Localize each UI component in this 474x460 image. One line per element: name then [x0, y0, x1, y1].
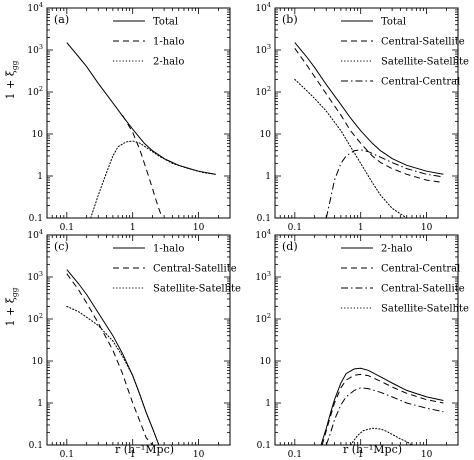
- plot-frame: [46, 7, 231, 219]
- series-line-dashed: [122, 114, 163, 218]
- y-tick-label: 102: [27, 312, 43, 325]
- series-line-solid: [294, 42, 444, 175]
- y-tick-label: 102: [27, 85, 43, 98]
- y-tick-label: 102: [255, 312, 271, 325]
- y-tick-label: 103: [255, 270, 271, 283]
- plot-frame: [46, 234, 231, 446]
- plot-frame: [274, 234, 459, 446]
- x-tick-label: 0.1: [60, 450, 74, 460]
- series-line-dotted: [66, 305, 160, 445]
- panel-2: 0.1 1 10 0.1 1 10 102 103 104 (c) 1-halo Central-Sa…: [4, 228, 241, 460]
- legend-label: Central-Central: [381, 77, 460, 88]
- series-line-solid: [66, 269, 160, 445]
- plot-frame: [274, 7, 459, 219]
- x-tick-label: 1: [130, 450, 136, 460]
- legend-label: Satellite-Satellite: [153, 284, 241, 295]
- x-axis-label: r (h⁻¹Mpc): [115, 443, 174, 456]
- y-tick-label: 1: [265, 399, 271, 409]
- panel-label: (a): [54, 13, 69, 26]
- y-tick-label: 104: [27, 228, 43, 241]
- y-tick-label: 103: [27, 43, 43, 56]
- y-tick-label: 1: [265, 172, 271, 182]
- y-tick-label: 104: [27, 1, 43, 14]
- x-tick-label: 0.1: [60, 223, 74, 233]
- x-tick-label: 10: [421, 223, 433, 233]
- y-tick-label: 1: [37, 399, 43, 409]
- x-tick-label: 1: [358, 450, 364, 460]
- y-tick-label: 103: [255, 43, 271, 56]
- series-line-dotted: [294, 78, 408, 218]
- panel-0: 0.1 1 10 0.1 1 10 102 103 104 (a) Total 1-halo 2-hal…: [4, 1, 231, 233]
- legend-label: Satellite-Satellite: [381, 57, 469, 68]
- series-line-dashed: [294, 48, 444, 183]
- legend-label: Satellite-Satellite: [381, 304, 469, 315]
- x-tick-label: 1: [130, 223, 136, 233]
- x-tick-label: 10: [421, 450, 433, 460]
- panel-label: (d): [282, 240, 298, 253]
- legend-label: Total: [153, 17, 178, 28]
- series-line-dotted: [90, 140, 216, 218]
- y-axis-label: 1 + ξgg: [4, 60, 19, 99]
- panel-label: (c): [54, 240, 69, 253]
- y-tick-label: 102: [255, 85, 271, 98]
- y-tick-label: 0.1: [257, 441, 271, 451]
- series-line-dotted: [350, 427, 413, 445]
- y-tick-label: 103: [27, 270, 43, 283]
- series-line-dashdot: [325, 387, 444, 445]
- legend-label: 1-halo: [153, 244, 184, 255]
- series-line-solid: [320, 367, 444, 445]
- x-tick-label: 0.1: [288, 223, 302, 233]
- panel-1: 0.1 1 10 0.1 1 10 102 103 104 (b) Total Central-Sat…: [255, 1, 469, 233]
- series-line-dashed: [66, 273, 153, 445]
- y-tick-label: 0.1: [29, 214, 43, 224]
- legend-label: 2-halo: [381, 244, 412, 255]
- legend-label: Total: [381, 17, 406, 28]
- legend-label: Central-Central: [381, 264, 460, 275]
- y-tick-label: 1: [37, 172, 43, 182]
- series-line-dashdot: [325, 149, 444, 218]
- y-tick-label: 10: [260, 130, 272, 140]
- panel-3: 0.1 1 10 0.1 1 10 102 103 104 (d) 2-halo Central-Ce…: [255, 228, 469, 460]
- y-tick-label: 10: [32, 357, 44, 367]
- x-axis-label: r (h⁻¹Mpc): [343, 443, 402, 456]
- series-line-dashed: [321, 373, 444, 445]
- y-tick-label: 10: [32, 130, 44, 140]
- x-tick-label: 10: [193, 450, 205, 460]
- legend-label: 2-halo: [153, 57, 184, 68]
- y-tick-label: 10: [260, 357, 272, 367]
- x-tick-label: 0.1: [288, 450, 302, 460]
- y-tick-label: 0.1: [257, 214, 271, 224]
- legend-label: Central-Satellite: [381, 284, 465, 295]
- legend-label: Central-Satellite: [381, 37, 465, 48]
- legend-label: 1-halo: [153, 37, 184, 48]
- y-tick-label: 104: [255, 1, 271, 14]
- legend-label: Central-Satellite: [153, 264, 237, 275]
- panel-label: (b): [282, 13, 298, 26]
- x-tick-label: 10: [193, 223, 205, 233]
- x-tick-label: 1: [358, 223, 364, 233]
- y-axis-label: 1 + ξgg: [4, 287, 19, 326]
- y-tick-label: 104: [255, 228, 271, 241]
- y-tick-label: 0.1: [29, 441, 43, 451]
